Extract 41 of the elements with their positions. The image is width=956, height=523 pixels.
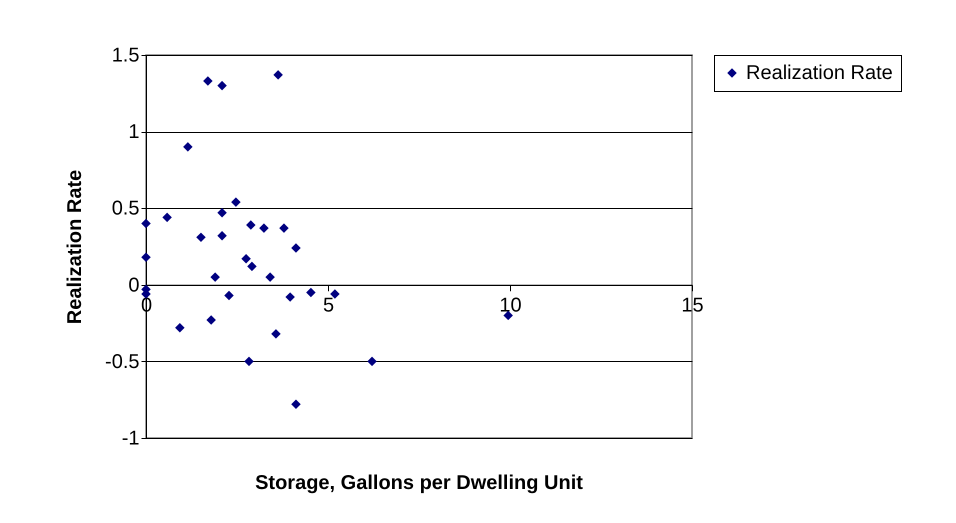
- point: [259, 223, 269, 233]
- point: [241, 254, 251, 264]
- point: [203, 76, 213, 86]
- point: [291, 400, 301, 410]
- legend-label: Realization Rate: [746, 62, 893, 84]
- point: [162, 212, 172, 222]
- x-axis-title: Storage, Gallons per Dwelling Unit: [255, 472, 584, 494]
- point: [183, 142, 193, 152]
- point: [206, 315, 216, 325]
- y-tick-label: 1: [128, 121, 140, 144]
- point: [244, 356, 254, 366]
- point: [217, 231, 227, 241]
- point: [247, 262, 257, 272]
- point: [224, 290, 234, 300]
- x-tick-label: 15: [681, 294, 704, 316]
- x-tick-label: 5: [322, 294, 334, 316]
- y-tick-label: -1: [122, 428, 140, 450]
- point: [279, 223, 289, 233]
- point: [271, 329, 281, 339]
- point: [196, 232, 206, 242]
- point: [175, 322, 185, 332]
- point: [141, 252, 151, 262]
- point: [246, 220, 256, 230]
- point: [273, 70, 283, 80]
- y-axis-title: Realization Rate: [64, 170, 86, 324]
- y-tick-label: 0: [128, 274, 140, 296]
- y-tick-label: -0.5: [105, 350, 140, 373]
- point: [265, 272, 275, 282]
- point: [285, 292, 295, 302]
- point: [231, 197, 241, 207]
- point: [330, 289, 340, 299]
- point: [217, 208, 227, 218]
- y-tick-label: 1.5: [112, 44, 140, 66]
- y-tick-label: 0.5: [112, 198, 140, 220]
- point: [367, 356, 377, 366]
- point: [291, 243, 301, 253]
- point: [217, 80, 227, 90]
- x-tick-label: 10: [499, 294, 522, 316]
- point: [210, 272, 220, 282]
- point: [141, 218, 151, 228]
- point: [306, 288, 316, 298]
